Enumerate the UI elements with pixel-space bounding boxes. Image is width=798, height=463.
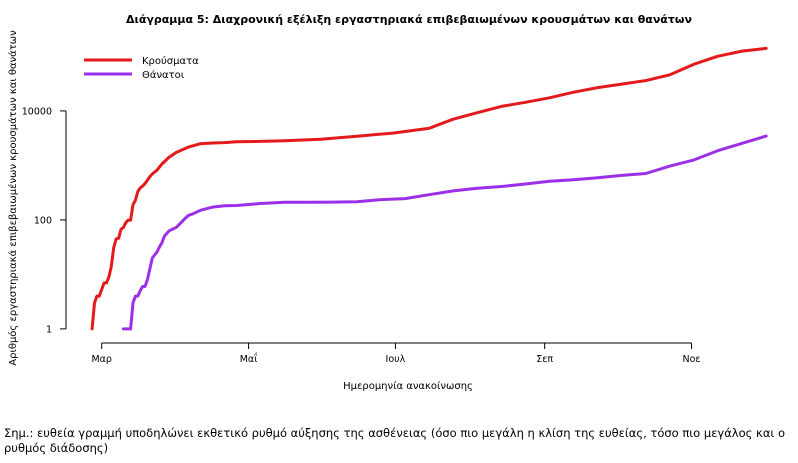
legend-label-deaths: Θάνατοι (142, 69, 185, 81)
legend: Κρούσματα Θάνατοι (84, 55, 199, 81)
y-tick-label: 1 (46, 324, 52, 335)
series-line-cases (90, 46, 768, 331)
series-group (90, 46, 768, 331)
x-tick-label: Σεπ (536, 354, 553, 365)
x-tick-label: Νοε (683, 354, 701, 365)
x-axis-label: Ημερομηνία ανακοίνωσης (343, 380, 473, 392)
chart-title: Διάγραμμα 5: Διαχρονική εξέλιξη εργαστηρ… (126, 13, 692, 26)
y-axis-label: Αριθμός εργαστηριακά επιβεβαιωμένων κρου… (7, 30, 19, 366)
y-tick-label: 10000 (22, 106, 52, 117)
x-tick-label: Ιουλ (386, 354, 406, 365)
x-tick-label: Μαΐ (240, 353, 258, 365)
series-line-deaths (121, 134, 768, 331)
y-tick-label: 100 (34, 215, 52, 226)
legend-label-cases: Κρούσματα (142, 55, 199, 67)
footnote: Σημ.: ευθεία γραμμή υποδηλώνει εκθετικό … (4, 426, 785, 455)
x-tick-label: Μαρ (91, 354, 112, 365)
axes: Μαρ Μαΐ Ιουλ Σεπ Νοε 1 100 10000 (22, 106, 701, 365)
chart: Διάγραμμα 5: Διαχρονική εξέλιξη εργαστηρ… (7, 13, 768, 392)
